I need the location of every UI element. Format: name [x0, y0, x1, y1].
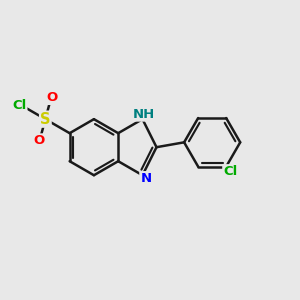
Text: NH: NH [133, 108, 155, 121]
Text: S: S [40, 112, 51, 127]
Text: Cl: Cl [12, 99, 26, 112]
Text: O: O [46, 91, 58, 104]
Text: Cl: Cl [223, 165, 238, 178]
Text: N: N [140, 172, 152, 185]
Text: O: O [33, 134, 44, 147]
